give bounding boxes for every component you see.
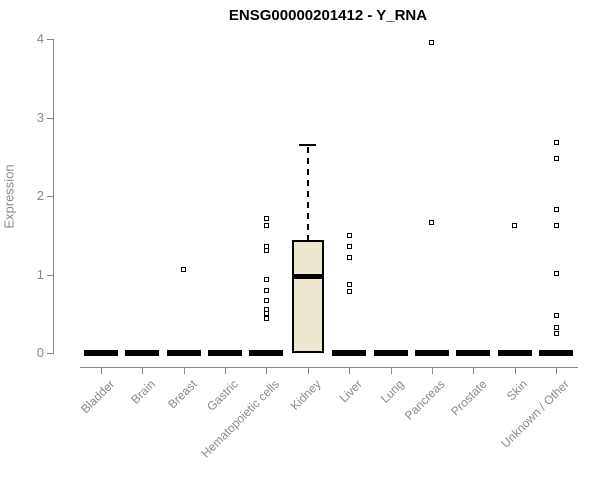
outlier-point — [553, 330, 559, 336]
outlier-point — [263, 306, 269, 312]
x-axis-tick — [556, 368, 557, 374]
collapsed-box-bar — [166, 350, 201, 356]
outlier-point — [181, 267, 187, 273]
y-axis-tick — [47, 196, 53, 197]
x-axis-tick — [266, 368, 268, 374]
x-axis-tick — [225, 368, 227, 374]
x-axis-tick — [390, 368, 392, 374]
outlier-point — [263, 222, 269, 228]
x-axis-tick-label: Skin — [504, 377, 531, 404]
collapsed-box-bar — [125, 350, 160, 356]
outlier-point — [553, 324, 559, 330]
x-axis-tick-label: Lung — [377, 377, 407, 406]
x-axis-tick — [307, 368, 309, 374]
outlier-point — [429, 220, 435, 226]
x-axis-tick-label: Breast — [165, 377, 200, 412]
y-axis-tick — [47, 353, 53, 354]
outlier-point — [263, 287, 269, 293]
outlier-point — [553, 206, 559, 212]
outlier-point — [346, 232, 352, 238]
x-axis-tick-label: Liver — [336, 377, 366, 406]
outlier-point — [346, 254, 352, 260]
outlier-point — [553, 271, 559, 277]
outlier-point — [553, 312, 559, 318]
outlier-point — [263, 216, 269, 222]
y-axis-tick-label: 3 — [36, 109, 44, 125]
whisker-cap — [299, 143, 317, 146]
box-iqr — [291, 239, 324, 353]
collapsed-box-bar — [373, 350, 408, 356]
outlier-point — [553, 140, 559, 146]
collapsed-box-bar — [249, 350, 284, 356]
x-axis-tick-label: Brain — [128, 377, 159, 407]
whisker-line — [306, 146, 309, 240]
y-axis-line — [53, 39, 54, 354]
x-axis-tick — [349, 368, 351, 374]
x-axis-tick — [431, 368, 433, 374]
y-axis-tick-label: 1 — [36, 266, 44, 282]
outlier-point — [263, 315, 269, 321]
y-axis-label: Expression — [1, 164, 17, 229]
x-axis-tick — [514, 368, 516, 374]
collapsed-box-bar — [539, 350, 573, 356]
collapsed-box-bar — [414, 350, 449, 356]
outlier-point — [346, 289, 352, 295]
x-axis-tick-label: Pancreas — [402, 377, 448, 423]
collapsed-box-bar — [456, 350, 491, 356]
y-axis-tick — [47, 117, 53, 119]
outlier-point — [263, 311, 269, 317]
collapsed-box-bar — [84, 350, 118, 356]
outlier-point — [553, 222, 559, 228]
outlier-point — [346, 243, 352, 249]
outlier-point — [553, 155, 559, 161]
outlier-point — [346, 282, 352, 288]
x-axis-tick — [101, 368, 102, 374]
x-axis-tick — [183, 368, 185, 374]
median-line — [291, 274, 324, 280]
collapsed-box-bar — [332, 350, 367, 356]
chart-title: ENSG00000201412 - Y_RNA — [228, 7, 428, 24]
outlier-point — [429, 40, 435, 46]
y-axis-tick — [47, 274, 53, 276]
outlier-point — [512, 222, 518, 228]
y-axis-tick — [47, 39, 53, 40]
x-axis-tick-label: Gastric — [204, 377, 241, 414]
collapsed-box-bar — [208, 350, 243, 356]
y-axis-tick-label: 0 — [36, 345, 44, 360]
outlier-point — [263, 247, 269, 253]
y-axis-tick-label: 4 — [36, 31, 44, 46]
x-axis-tick-label: Kidney — [287, 377, 324, 413]
x-axis-tick-label: Prostate — [447, 377, 490, 419]
x-axis-tick-label: Bladder — [77, 377, 117, 417]
outlier-point — [263, 297, 269, 303]
x-axis-tick — [142, 368, 144, 374]
x-axis-line — [80, 367, 578, 368]
outlier-point — [263, 277, 269, 283]
x-axis-tick-label: Hematopoietic cells — [198, 377, 283, 461]
x-axis-tick — [473, 368, 475, 374]
y-axis-tick-label: 2 — [36, 188, 44, 203]
collapsed-box-bar — [497, 350, 532, 356]
